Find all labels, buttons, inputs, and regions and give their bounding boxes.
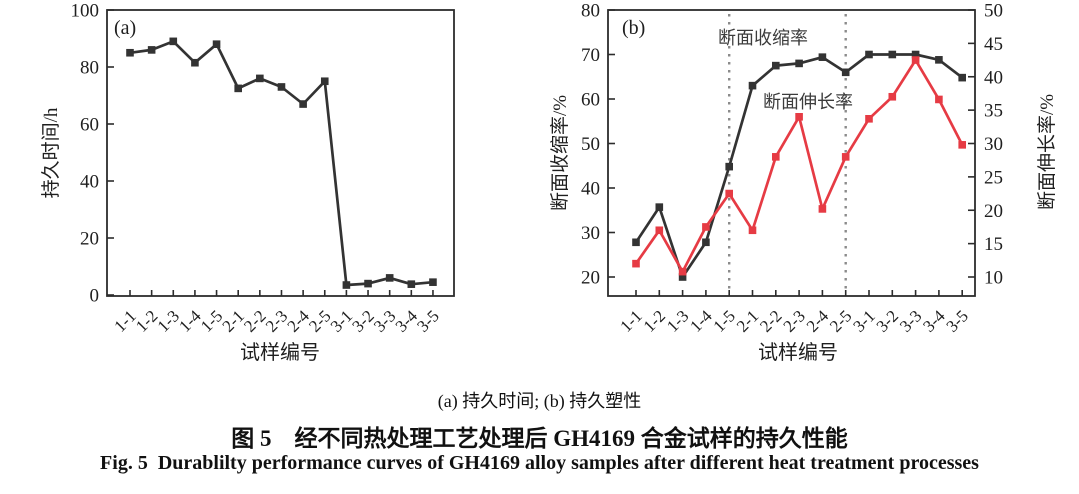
data-point-marker [818, 205, 827, 213]
data-point-marker [342, 281, 351, 289]
data-point-marker [632, 238, 640, 247]
data-point-marker [935, 95, 943, 104]
y-tick-label: 50 [581, 134, 600, 155]
data-point-marker [958, 141, 966, 149]
y-tick-label-right: 40 [984, 67, 1003, 88]
x-axis-title: 试样编号 [240, 341, 320, 364]
y-tick-label: 40 [80, 172, 99, 193]
panel-label-a: (a) [114, 17, 136, 39]
durability-charts-svg: 0204060801001-11-21-31-41-52-12-22-32-42… [40, 1, 1058, 365]
y-tick-label: 40 [581, 179, 600, 200]
plot-border [607, 9, 976, 297]
data-point-marker [277, 83, 286, 91]
data-point-marker [725, 189, 733, 198]
plot-border [106, 9, 455, 297]
data-point-marker [632, 259, 640, 268]
data-point-marker [702, 238, 710, 247]
data-point-marker [888, 92, 897, 101]
data-point-marker [320, 77, 329, 86]
y-tick-label: 100 [71, 1, 100, 22]
data-point-marker [772, 61, 780, 70]
y-tick-label-right: 45 [984, 34, 1003, 55]
y-tick-label-right: 10 [984, 268, 1003, 289]
data-point-marker [865, 115, 873, 123]
series-label-annotation: 断面伸长率 [763, 92, 853, 112]
y-tick-label: 80 [80, 58, 99, 79]
data-point-marker [725, 162, 733, 171]
data-point-marker [935, 56, 943, 64]
data-point-marker [748, 226, 757, 235]
data-point-marker [385, 274, 394, 282]
y-tick-label-right: 30 [984, 134, 1003, 155]
data-point-marker [678, 267, 687, 276]
data-point-marker [429, 278, 437, 286]
data-point-marker [678, 273, 687, 281]
y-tick-label: 30 [581, 223, 600, 244]
data-point-marker [795, 113, 803, 121]
data-point-marker [234, 84, 242, 93]
data-point-marker [191, 58, 199, 67]
y-tick-label: 20 [80, 229, 99, 250]
y-tick-label-right: 15 [984, 234, 1003, 255]
data-point-marker [256, 74, 264, 83]
data-point-marker [126, 48, 134, 57]
y-tick-label: 0 [90, 286, 100, 307]
data-point-marker [911, 56, 920, 64]
y-tick-label: 60 [80, 115, 99, 136]
data-point-marker [841, 68, 850, 77]
data-point-marker [865, 50, 873, 59]
data-point-marker [958, 73, 966, 82]
y-tick-label: 70 [581, 45, 600, 66]
x-tick-label: 3-5 [943, 306, 972, 335]
x-axis-title: 试样编号 [758, 341, 838, 364]
caption-panel-descriptions: (a) 持久时间; (b) 持久塑性 [437, 391, 642, 411]
data-point-marker [407, 280, 416, 288]
data-point-marker [772, 153, 780, 161]
series-line-断面收缩率 [634, 53, 964, 279]
y-tick-label: 20 [581, 268, 600, 289]
data-point-marker [169, 37, 178, 46]
data-point-marker [818, 53, 827, 61]
data-point-marker [911, 50, 920, 59]
y-tick-label: 80 [581, 1, 600, 22]
data-point-marker [795, 59, 803, 68]
panel-label-b: (b) [622, 17, 645, 39]
data-point-marker [748, 81, 757, 90]
series-label-annotation: 断面收缩率 [718, 28, 808, 48]
data-point-marker [212, 40, 221, 48]
y-axis-title-right: 断面伸长率/% [1036, 94, 1058, 210]
y-tick-label-right: 20 [984, 201, 1003, 222]
series-line-持久时间 [129, 40, 434, 287]
y-tick-label: 60 [581, 90, 600, 111]
data-point-marker [888, 50, 897, 59]
data-point-marker [655, 226, 664, 235]
data-point-marker [702, 223, 710, 231]
y-tick-label-right: 25 [984, 167, 1003, 188]
caption-english-title: Fig. 5 Durablilty performance curves of … [100, 452, 979, 474]
x-tick-label: 3-5 [413, 306, 442, 335]
data-point-marker [147, 46, 156, 54]
y-tick-label-right: 35 [984, 101, 1003, 122]
y-tick-label-right: 50 [984, 1, 1003, 22]
y-axis-title: 持久时间/h [40, 107, 62, 198]
y-axis-title-left: 断面收缩率/% [549, 95, 571, 211]
data-point-marker [841, 153, 850, 161]
caption-chinese-title: 图 5 经不同热处理工艺处理后 GH4169 合金试样的持久性能 [231, 426, 848, 451]
data-point-marker [364, 279, 372, 288]
data-point-marker [655, 203, 664, 211]
data-point-marker [299, 100, 307, 108]
